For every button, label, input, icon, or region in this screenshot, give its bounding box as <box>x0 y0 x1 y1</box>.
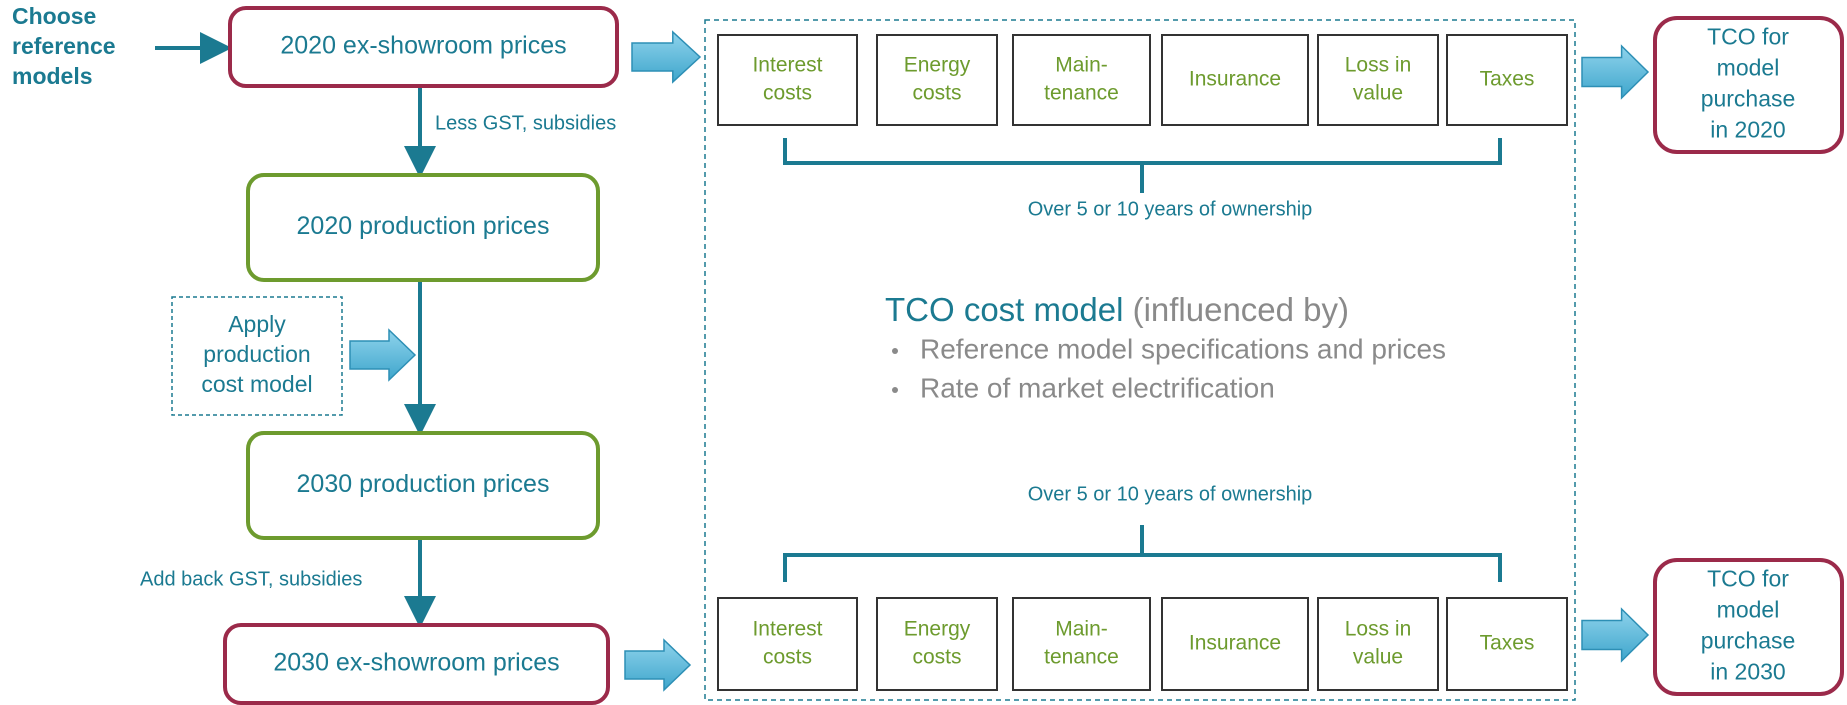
label: 2030 ex-showroom prices <box>273 649 559 677</box>
label: Insurance <box>1189 632 1281 655</box>
box <box>246 431 600 540</box>
box <box>1446 597 1568 691</box>
label: cost model <box>201 371 312 397</box>
box <box>1317 597 1439 691</box>
label: in 2030 <box>1710 659 1785 685</box>
label: 2030 production prices <box>297 470 550 498</box>
bullet-text: Reference model specifications and price… <box>920 333 1446 364</box>
label: Taxes <box>1480 68 1535 91</box>
box <box>228 6 619 88</box>
label: 2020 production prices <box>297 212 550 240</box>
box <box>1653 558 1844 696</box>
box <box>1012 597 1151 691</box>
label: 2020 ex-showroom prices <box>280 32 566 60</box>
model-title: TCO cost model (influenced by) <box>885 291 1349 328</box>
box <box>876 34 998 126</box>
box <box>876 597 998 691</box>
label: production <box>203 341 310 367</box>
bullet-text: Rate of market electrification <box>920 372 1275 403</box>
label: costs <box>912 646 961 669</box>
label: Interest <box>752 54 822 77</box>
label: TCO for <box>1707 24 1789 50</box>
block-arrow <box>1581 607 1650 663</box>
label: tenance <box>1044 646 1119 669</box>
model-title-qualifier: (influenced by) <box>1123 291 1349 328</box>
label: tenance <box>1044 82 1119 105</box>
bullet <box>892 348 898 354</box>
bracket <box>783 525 1502 582</box>
box <box>1446 34 1568 126</box>
label: Loss in <box>1345 54 1412 77</box>
box <box>1161 597 1309 691</box>
label: Loss in <box>1345 618 1412 641</box>
box <box>1317 34 1439 126</box>
block-arrow <box>624 638 692 692</box>
box <box>717 34 858 126</box>
span-label: Over 5 or 10 years of ownership <box>1028 483 1313 505</box>
label: Apply <box>228 311 286 337</box>
label: Energy <box>904 618 971 641</box>
edge-label: Add back GST, subsidies <box>140 568 362 590</box>
label: Interest <box>752 618 822 641</box>
label: purchase <box>1701 628 1796 654</box>
block-arrow <box>1581 44 1650 100</box>
label: costs <box>763 82 812 105</box>
block-arrow <box>349 328 417 382</box>
label: models <box>12 63 93 89</box>
label: Main- <box>1055 54 1108 77</box>
box <box>1653 16 1844 154</box>
box <box>717 597 858 691</box>
step-frame <box>171 296 343 416</box>
model-title-main: TCO cost model <box>885 291 1123 328</box>
box <box>1012 34 1151 126</box>
edge-label: Less GST, subsidies <box>435 112 616 134</box>
bracket <box>783 138 1502 193</box>
label: reference <box>12 33 116 59</box>
block-arrow <box>631 30 702 84</box>
box <box>1161 34 1309 126</box>
label: model <box>1717 597 1780 623</box>
label: Insurance <box>1189 68 1281 91</box>
box <box>246 173 600 282</box>
span-label: Over 5 or 10 years of ownership <box>1028 198 1313 220</box>
box <box>223 623 610 705</box>
label: costs <box>912 82 961 105</box>
bullet <box>892 387 898 393</box>
label: costs <box>763 646 812 669</box>
label: TCO for <box>1707 566 1789 592</box>
model-frame <box>704 19 1576 701</box>
label: in 2020 <box>1710 117 1785 143</box>
label: purchase <box>1701 86 1796 112</box>
label: Main- <box>1055 618 1108 641</box>
label: model <box>1717 55 1780 81</box>
label: Energy <box>904 54 971 77</box>
label: Taxes <box>1480 632 1535 655</box>
label: Choose <box>12 3 96 29</box>
label: value <box>1353 82 1403 105</box>
label: value <box>1353 646 1403 669</box>
